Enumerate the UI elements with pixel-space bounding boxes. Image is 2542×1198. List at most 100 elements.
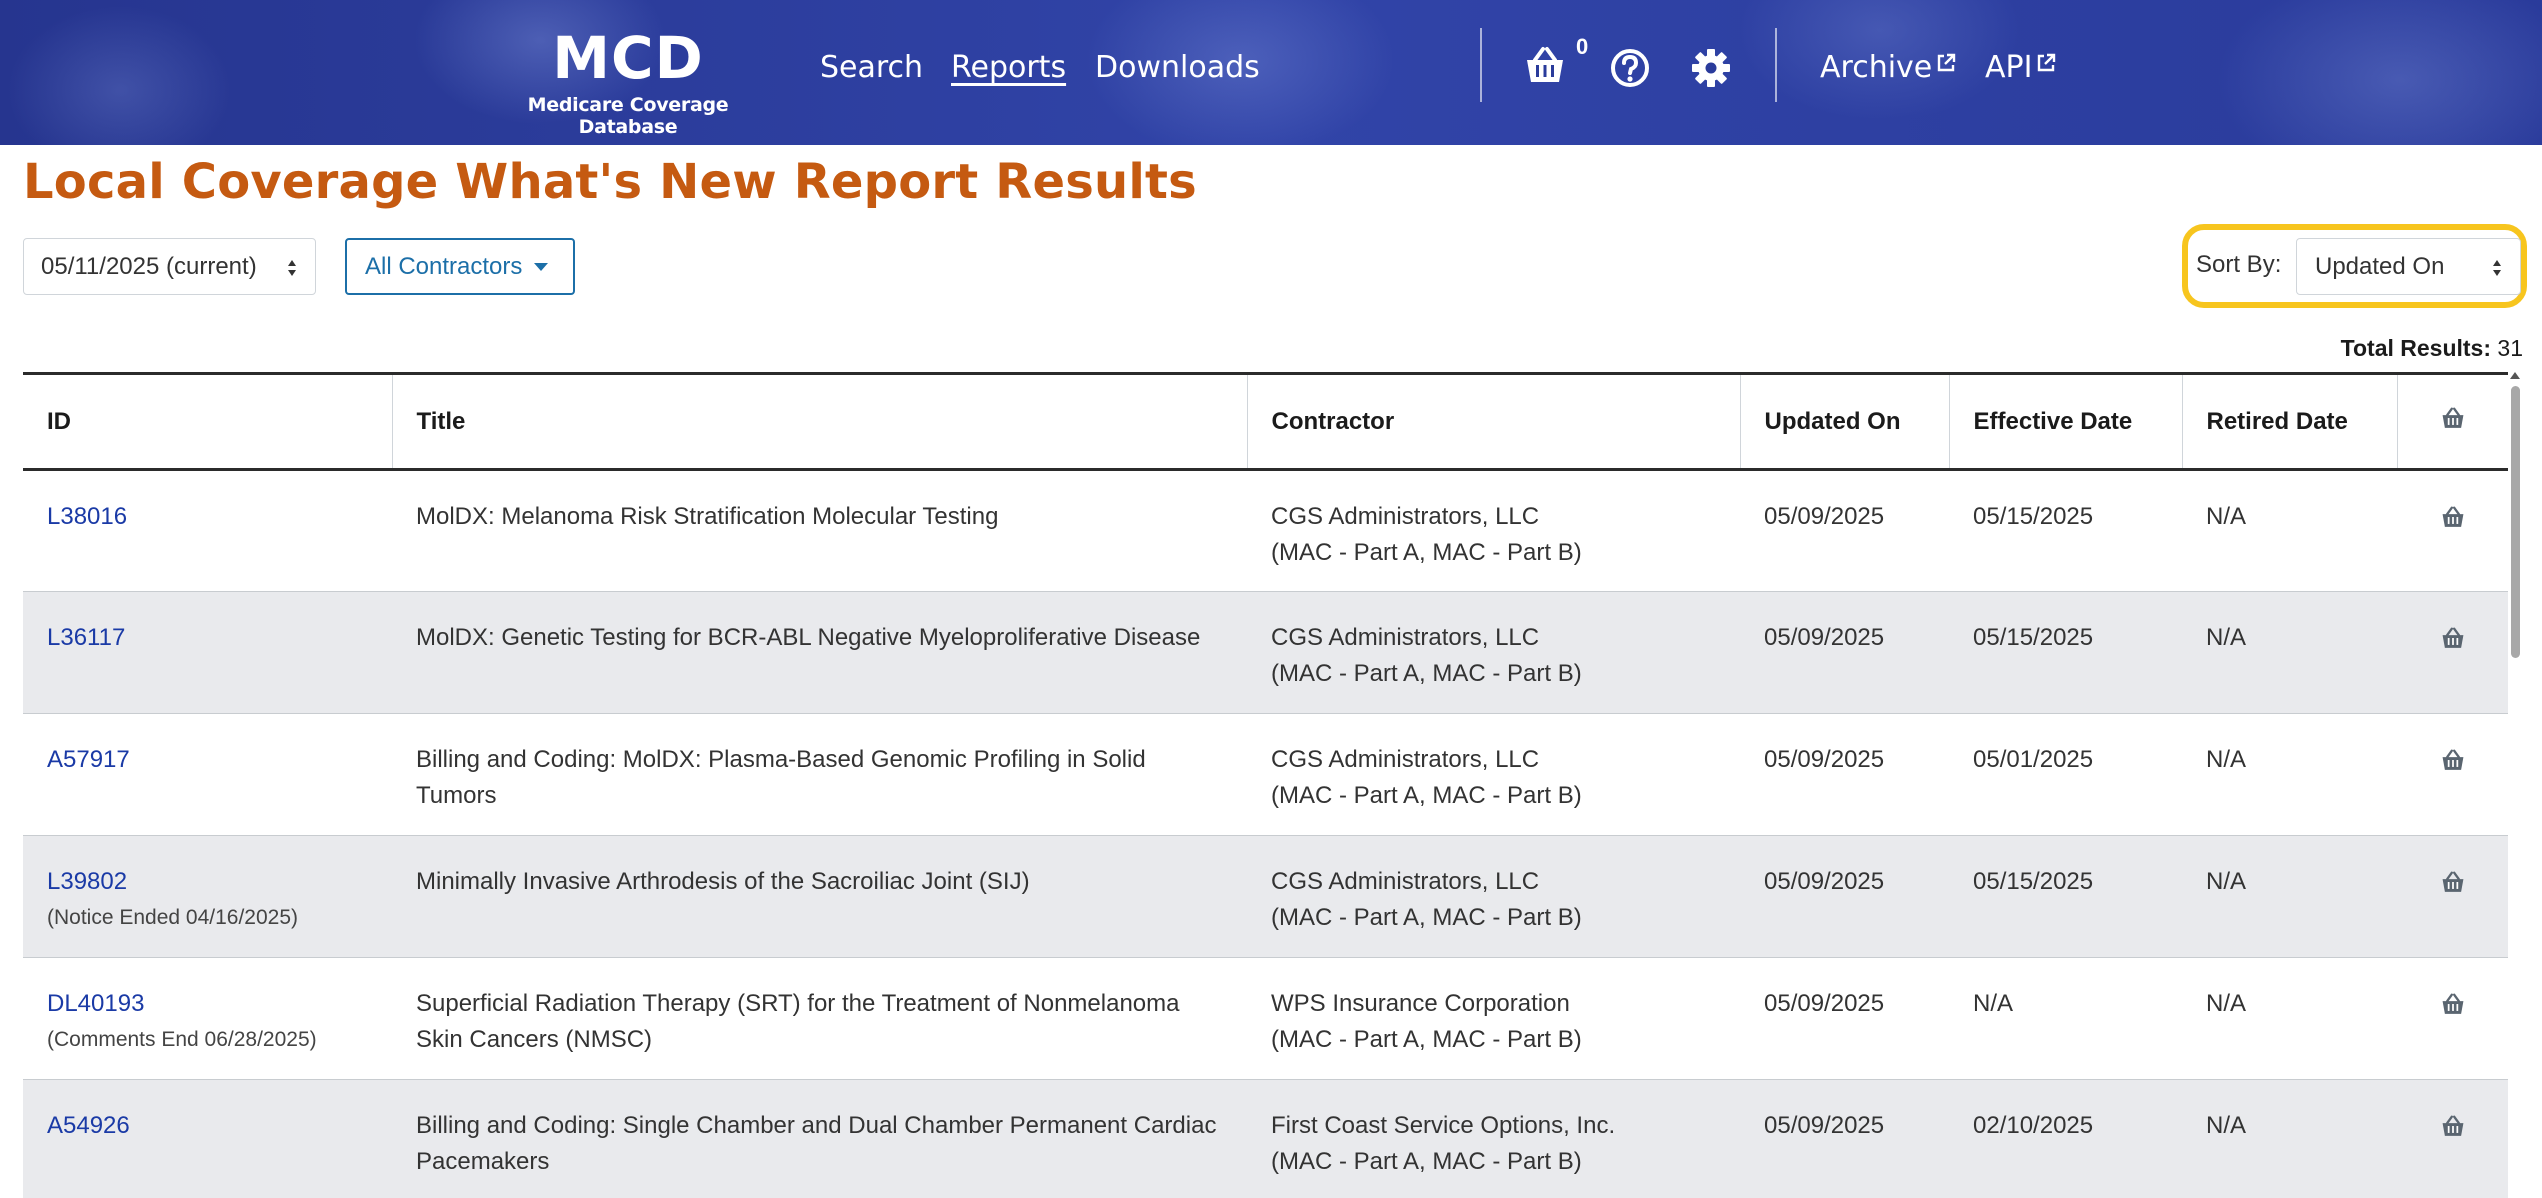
total-results-value: 31 xyxy=(2497,335,2523,361)
table-row: L38016 MolDX: Melanoma Risk Stratificatio… xyxy=(23,470,2508,592)
contractor-name: CGS Administrators, LLC xyxy=(1271,624,1540,651)
cell-cart xyxy=(2397,836,2508,958)
add-to-basket-icon[interactable] xyxy=(2440,746,2466,782)
cell-title: Billing and Coding: MolDX: Plasma-Based … xyxy=(416,746,1146,809)
cell-contractor: CGS Administrators, LLC (MAC - Part A, MA… xyxy=(1247,714,1740,836)
all-contractors-dropdown[interactable]: All Contractors xyxy=(345,238,575,295)
sort-highlight xyxy=(2182,224,2527,308)
help-icon[interactable] xyxy=(1610,48,1650,93)
contractor-name: First Coast Service Options, Inc. xyxy=(1271,1112,1616,1139)
col-header-id[interactable]: ID xyxy=(23,372,393,471)
document-note: (Comments End 06/28/2025) xyxy=(47,1028,317,1051)
cell-id: DL40193 (Comments End 06/28/2025) xyxy=(23,958,392,1080)
cell-title: Billing and Coding: Single Chamber and D… xyxy=(416,1112,1217,1175)
header-divider xyxy=(1480,28,1482,102)
cell-updated-on: 05/09/2025 xyxy=(1764,990,1885,1017)
page-title: Local Coverage What's New Report Results xyxy=(23,154,1197,210)
basket-icon xyxy=(2440,407,2466,435)
nav-search[interactable]: Search xyxy=(820,50,924,85)
sort-by-label: Sort By: xyxy=(2196,251,2282,278)
contractor-name: CGS Administrators, LLC xyxy=(1271,868,1540,895)
table-row: L36117 MolDX: Genetic Testing for BCR-ABL… xyxy=(23,591,2508,714)
contractor-type: (MAC - Part A, MAC - Part B) xyxy=(1271,660,1582,687)
total-results-label: Total Results: xyxy=(2340,335,2492,361)
scroll-thumb[interactable] xyxy=(2511,386,2520,658)
select-arrows-icon xyxy=(287,257,297,285)
cart-count-badge: 0 xyxy=(1576,34,1589,59)
sort-by-value: Updated On xyxy=(2315,252,2445,280)
archive-label: Archive xyxy=(1820,50,1933,85)
cell-updated-on: 05/09/2025 xyxy=(1764,1112,1885,1139)
header-divider-2 xyxy=(1775,28,1777,102)
scroll-up-arrow-icon[interactable] xyxy=(2510,372,2520,379)
cell-retired-date: N/A xyxy=(2206,624,2247,651)
add-to-basket-icon[interactable] xyxy=(2440,624,2466,660)
add-to-basket-icon[interactable] xyxy=(2440,868,2466,904)
cell-cart xyxy=(2397,714,2508,836)
cell-retired-date: N/A xyxy=(2206,503,2247,530)
cell-title: Superficial Radiation Therapy (SRT) for … xyxy=(416,990,1180,1053)
col-header-retired-date[interactable]: Retired Date xyxy=(2182,372,2398,471)
contractor-name: CGS Administrators, LLC xyxy=(1271,746,1540,773)
cell-effective-date: 05/01/2025 xyxy=(1973,746,2094,773)
cell-contractor: CGS Administrators, LLC (MAC - Part A, MA… xyxy=(1247,592,1740,714)
table-row: A54926 Billing and Coding: Single Chamber… xyxy=(23,1079,2508,1198)
cell-retired-date: N/A xyxy=(2206,1112,2247,1139)
nav-reports[interactable]: Reports xyxy=(951,50,1067,85)
results-table-container: ID Title Contractor Updated On Effective… xyxy=(23,372,2508,1198)
table-row: DL40193 (Comments End 06/28/2025) Superfic… xyxy=(23,958,2508,1080)
results-table-body: L38016 MolDX: Melanoma Risk Stratificatio… xyxy=(23,470,2508,1198)
document-id-link[interactable]: L39802 xyxy=(47,868,128,895)
cell-title: MolDX: Melanoma Risk Stratification Mole… xyxy=(416,503,999,530)
cell-updated-on: 05/09/2025 xyxy=(1764,503,1885,530)
settings-gear-icon[interactable] xyxy=(1691,48,1731,93)
cart-icon[interactable] xyxy=(1523,46,1567,89)
cell-updated-on: 05/09/2025 xyxy=(1764,868,1885,895)
table-scrollbar[interactable] xyxy=(2508,372,2523,1198)
total-results: Total Results: 31 xyxy=(2341,335,2523,362)
cell-retired-date: N/A xyxy=(2206,746,2247,773)
mcd-logo[interactable]: MCD Medicare Coverage Database xyxy=(493,28,763,138)
cell-updated-on: 05/09/2025 xyxy=(1764,746,1885,773)
cell-contractor: First Coast Service Options, Inc. (MAC - … xyxy=(1247,1080,1740,1198)
cell-title: Minimally Invasive Arthrodesis of the Sa… xyxy=(416,868,1030,895)
table-header-row: ID Title Contractor Updated On Effective… xyxy=(23,372,2508,471)
cell-id: A54926 xyxy=(23,1080,392,1198)
contractors-label: All Contractors xyxy=(365,252,523,280)
add-to-basket-icon[interactable] xyxy=(2440,990,2466,1026)
contractor-type: (MAC - Part A, MAC - Part B) xyxy=(1271,904,1582,931)
add-to-basket-icon[interactable] xyxy=(2440,503,2466,539)
caret-down-icon xyxy=(534,262,549,271)
document-id-link[interactable]: DL40193 xyxy=(47,990,145,1017)
api-label: API xyxy=(1985,50,2033,85)
cell-cart xyxy=(2397,470,2508,592)
cell-effective-date: 05/15/2025 xyxy=(1973,624,2094,651)
col-header-cart xyxy=(2397,372,2508,471)
document-id-link[interactable]: A57917 xyxy=(47,746,130,773)
cell-effective-date: N/A xyxy=(1973,990,2014,1017)
nav-archive[interactable]: Archive xyxy=(1820,50,1956,85)
cell-effective-date: 05/15/2025 xyxy=(1973,503,2094,530)
add-to-basket-icon[interactable] xyxy=(2440,1112,2466,1148)
results-table: ID Title Contractor Updated On Effective… xyxy=(23,372,2508,1198)
contractor-name: CGS Administrators, LLC xyxy=(1271,503,1540,530)
col-header-effective-date[interactable]: Effective Date xyxy=(1949,372,2183,471)
cell-retired-date: N/A xyxy=(2206,990,2247,1017)
external-link-icon xyxy=(1936,46,1956,81)
report-date-select[interactable]: 05/11/2025 (current) xyxy=(23,238,316,295)
document-id-link[interactable]: A54926 xyxy=(47,1112,130,1139)
document-id-link[interactable]: L38016 xyxy=(47,503,128,530)
cell-effective-date: 02/10/2025 xyxy=(1973,1112,2094,1139)
cell-cart xyxy=(2397,1080,2508,1198)
nav-downloads[interactable]: Downloads xyxy=(1095,50,1260,85)
col-header-title[interactable]: Title xyxy=(392,372,1248,471)
sort-by-select[interactable]: Updated On xyxy=(2296,238,2521,295)
col-header-updated-on[interactable]: Updated On xyxy=(1740,372,1950,471)
contractor-type: (MAC - Part A, MAC - Part B) xyxy=(1271,1148,1582,1175)
col-header-contractor[interactable]: Contractor xyxy=(1247,372,1741,471)
document-id-link[interactable]: L36117 xyxy=(47,624,126,651)
cell-cart xyxy=(2397,958,2508,1080)
cell-contractor: CGS Administrators, LLC (MAC - Part A, MA… xyxy=(1247,836,1740,958)
nav-api[interactable]: API xyxy=(1985,50,2056,85)
document-note: (Notice Ended 04/16/2025) xyxy=(47,906,299,929)
